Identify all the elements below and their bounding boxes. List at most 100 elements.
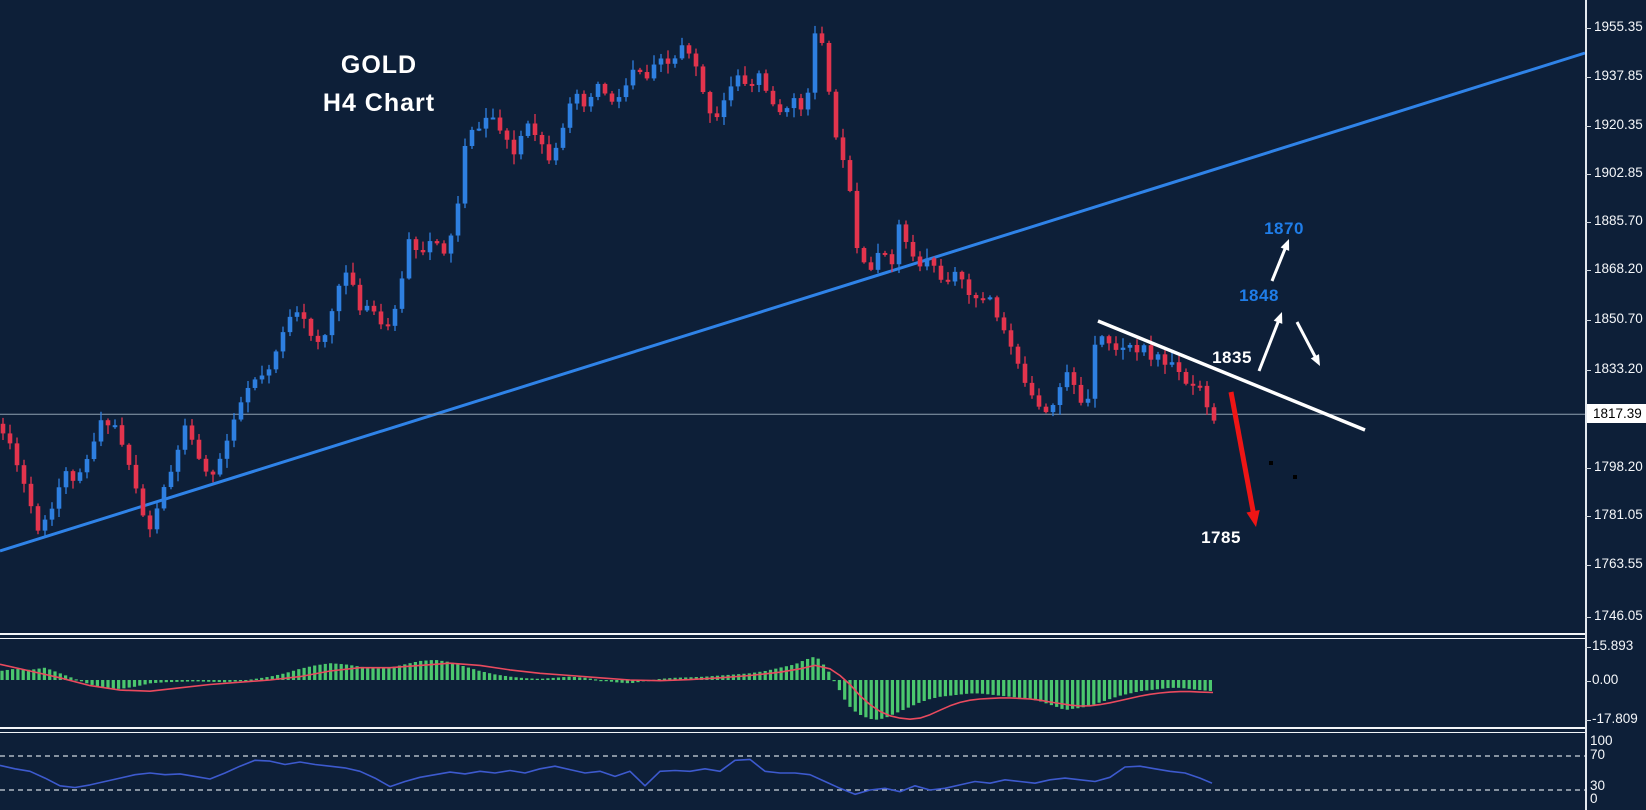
candle-body — [1211, 407, 1217, 421]
macd-histogram-bar — [360, 666, 364, 680]
candle-body — [119, 425, 125, 445]
macd-histogram-bar — [355, 666, 359, 680]
axis-tick-label: 1920.35 — [1594, 117, 1643, 132]
macd-histogram-bar — [758, 671, 762, 680]
macd-histogram-bar — [790, 665, 794, 680]
macd-histogram-bar — [885, 680, 889, 718]
macd-histogram-bar — [864, 680, 868, 718]
rsi-pane[interactable] — [0, 755, 1585, 796]
descending-trendline[interactable] — [1097, 319, 1366, 432]
axis-tick-label: 1781.05 — [1594, 507, 1643, 522]
candle-body — [700, 66, 706, 93]
ascending-trendline[interactable] — [0, 51, 1586, 553]
macd-histogram-bar — [949, 680, 953, 696]
macd-histogram-bar — [1155, 680, 1159, 690]
candle-body — [84, 459, 90, 473]
macd-histogram-bar — [0, 670, 4, 680]
macd-pane[interactable] — [0, 657, 1214, 720]
candle-body — [686, 45, 692, 54]
candle-body — [1113, 343, 1119, 350]
candle-body — [1022, 363, 1028, 383]
macd-histogram-bar — [461, 665, 465, 680]
candle-body — [588, 96, 594, 107]
axis-tick-label: 0.00 — [1592, 672, 1619, 687]
candle-body — [777, 104, 783, 113]
axis-tick-mark — [1585, 719, 1591, 721]
candle-body — [903, 224, 909, 242]
macd-histogram-bar — [488, 673, 492, 680]
rsi-line — [0, 758, 1213, 796]
candle-body — [602, 83, 608, 94]
axis-tick-label: -17.809 — [1592, 711, 1638, 726]
candle-body — [1036, 395, 1042, 407]
candle-body — [854, 190, 860, 249]
candle-body — [308, 318, 314, 336]
macd-histogram-bar — [180, 680, 184, 682]
macd-histogram-bar — [154, 680, 158, 683]
candle-body — [336, 285, 342, 312]
macd-histogram-bar — [1166, 680, 1170, 689]
macd-histogram-bar — [938, 680, 942, 697]
price-axis-line — [1585, 0, 1587, 810]
axis-tick-mark — [1585, 125, 1591, 127]
macd-histogram-bar — [64, 675, 68, 680]
axis-tick-mark — [1585, 76, 1591, 78]
candle-body — [287, 316, 293, 333]
candle-body — [609, 93, 615, 102]
axis-tick-mark — [1585, 564, 1591, 566]
candle-body — [1092, 344, 1098, 399]
macd-histogram-bar — [991, 680, 995, 695]
axis-tick-mark — [1585, 173, 1591, 175]
candle-body — [812, 33, 818, 93]
macd-histogram-bar — [837, 680, 841, 691]
candle-body — [182, 425, 188, 450]
candle-body — [154, 508, 160, 530]
macd-histogram-bar — [143, 680, 147, 685]
candle-body — [721, 100, 727, 118]
axis-tick-label: 15.893 — [1592, 638, 1634, 653]
macd-histogram-bar — [631, 680, 635, 683]
macd-histogram-bar — [85, 680, 89, 684]
red-arrow-down-to-1785-head — [1246, 510, 1260, 527]
candle-body — [1162, 354, 1168, 365]
candle-body — [581, 93, 587, 107]
candle-body — [1001, 317, 1007, 331]
macd-histogram-bar — [366, 667, 370, 680]
macd-histogram-bar — [530, 678, 534, 680]
candle-body — [735, 75, 741, 87]
axis-tick-mark — [1585, 319, 1591, 321]
macd-histogram-bar — [466, 667, 470, 680]
candle-body — [994, 297, 1000, 318]
candle-body — [1029, 382, 1035, 396]
candle-body — [252, 379, 258, 388]
macd-histogram-bar — [472, 669, 476, 680]
macd-histogram-bar — [37, 668, 41, 680]
macd-histogram-bar — [111, 680, 115, 689]
macd-histogram-bar — [567, 676, 571, 680]
macd-histogram-bar — [148, 680, 152, 684]
macd-histogram-bar — [1129, 680, 1133, 694]
candle-body — [973, 295, 979, 299]
macd-histogram-bar — [307, 666, 311, 680]
candle-body — [1204, 385, 1210, 408]
candle-body — [35, 506, 41, 531]
candle-body — [322, 335, 328, 342]
macd-histogram-bar — [896, 680, 900, 713]
candle-body — [126, 444, 132, 465]
macd-histogram-bar — [922, 680, 926, 701]
candle-body — [1015, 346, 1021, 364]
candle-body — [21, 465, 27, 484]
macd-histogram-bar — [588, 678, 592, 680]
macd-histogram-bar — [816, 658, 820, 680]
candle-body — [742, 75, 748, 84]
candle-body — [77, 472, 83, 481]
candle-body — [112, 425, 118, 428]
macd-histogram-bar — [625, 680, 629, 684]
white-arrow-up-to-1870 — [1270, 246, 1288, 282]
macd-histogram-bar — [435, 660, 439, 680]
macd-histogram-bar — [334, 663, 338, 680]
axis-tick-mark — [1585, 680, 1591, 682]
candle-body — [259, 375, 265, 380]
macd-histogram-bar — [615, 680, 619, 683]
